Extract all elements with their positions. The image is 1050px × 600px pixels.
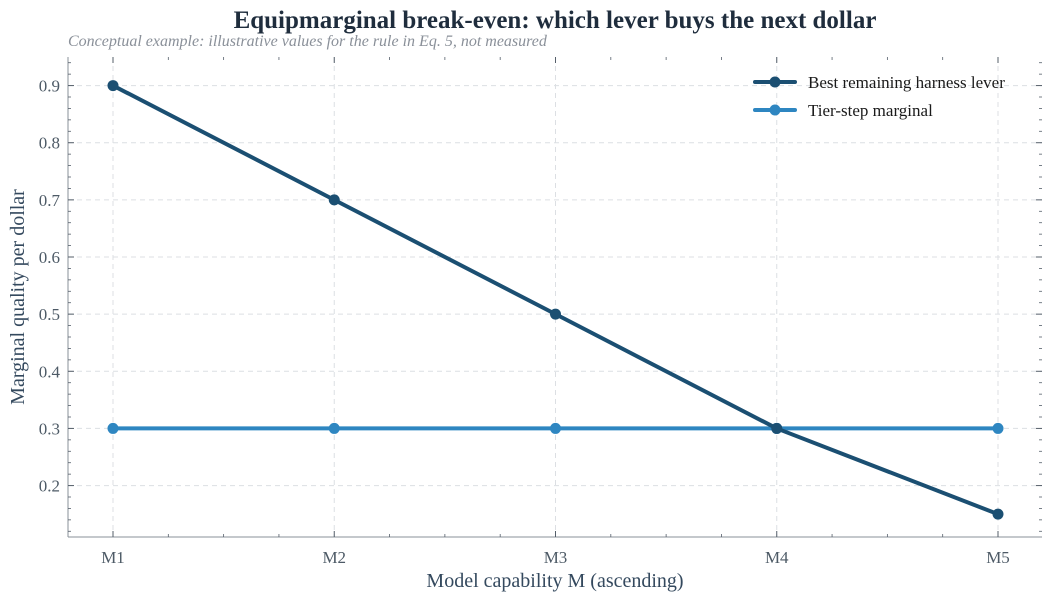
legend-swatch-marker (769, 76, 781, 88)
x-tick-label: M3 (544, 548, 568, 567)
y-tick-label: 0.9 (39, 77, 60, 96)
chart-subtitle: Conceptual example: illustrative values … (68, 33, 548, 50)
y-axis-label: Marginal quality per dollar (7, 189, 29, 405)
grid (68, 57, 1042, 537)
x-axis-label: Model capability M (ascending) (426, 570, 683, 592)
y-tick-label: 0.6 (39, 248, 60, 267)
legend-label: Tier-step marginal (808, 101, 933, 120)
legend: Best remaining harness lever Tier-step ma… (753, 73, 1005, 120)
legend-swatch-marker (769, 104, 781, 116)
data-point (992, 422, 1004, 434)
data-point (107, 422, 119, 434)
x-tick-label: M5 (986, 548, 1010, 567)
data-point (550, 308, 561, 320)
y-tick-label: 0.8 (39, 134, 60, 153)
y-tick-label: 0.4 (39, 362, 61, 381)
y-tick-label: 0.3 (39, 419, 60, 438)
data-point (328, 194, 340, 206)
data-point (992, 508, 1004, 520)
data-point (107, 80, 119, 92)
chart-title: Equipmarginal break-even: which lever bu… (234, 7, 877, 34)
y-tick-label: 0.7 (39, 191, 61, 210)
x-tick-label: M4 (765, 548, 789, 567)
series-layer (107, 80, 1004, 520)
y-tick-label: 0.2 (39, 477, 60, 496)
data-point (328, 422, 340, 434)
tick-labels: 0.2 0.3 0.4 0.5 0.6 0.7 0.8 0.9 M1 M2 M3 M4 M5 (39, 77, 1010, 567)
x-tick-label: M1 (101, 548, 125, 567)
axis-ticks (68, 57, 1042, 537)
data-point (771, 422, 783, 434)
legend-label: Best remaining harness lever (808, 73, 1005, 92)
data-point (550, 422, 561, 434)
y-tick-label: 0.5 (39, 305, 60, 324)
x-tick-label: M2 (322, 548, 346, 567)
